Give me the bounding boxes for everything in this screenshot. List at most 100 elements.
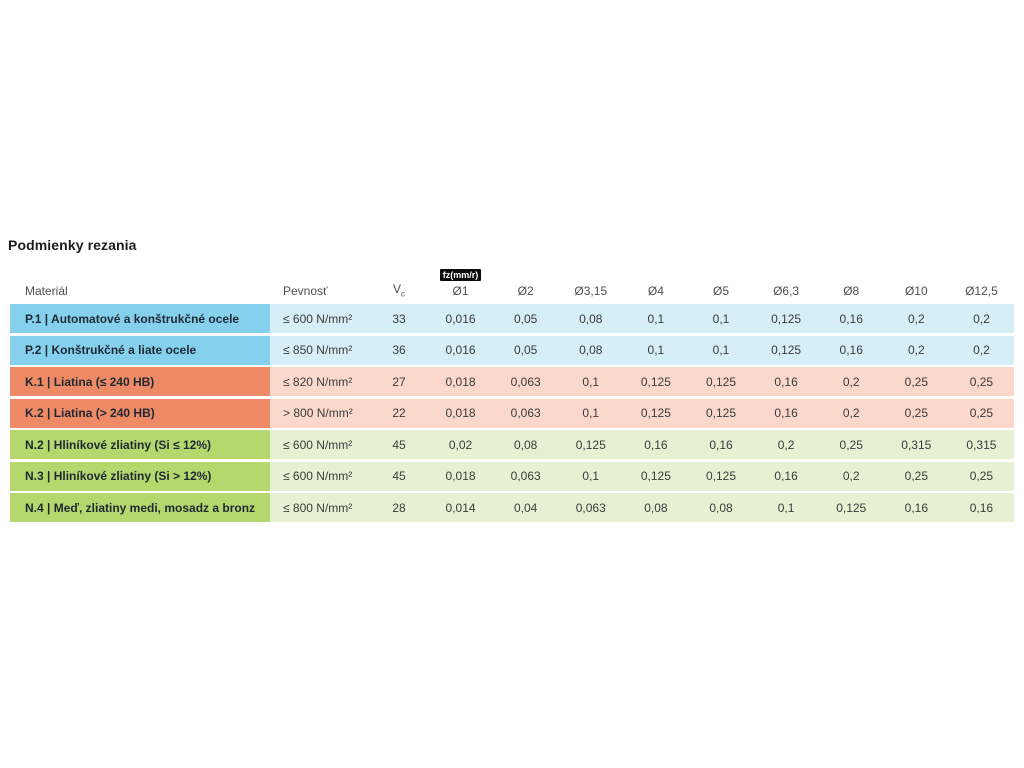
feed-value-cell: 0,016 [428,304,494,333]
diameter-label: Ø2 [517,284,534,298]
feed-value-cell: 0,16 [753,461,819,491]
feed-value-cell: 0,063 [493,398,559,428]
feed-value-cell: 0,125 [753,304,819,333]
cutting-speed-cell: 28 [370,493,428,522]
feed-value-cell: 0,125 [688,367,754,396]
diameter-label: Ø3,15 [574,284,608,298]
feed-value-cell: 0,2 [818,398,884,428]
feed-value-cell: 0,125 [623,367,689,396]
feed-value-cell: 0,1 [753,493,819,522]
feed-value-cell: 0,018 [428,461,494,491]
feed-value-cell: 0,063 [558,493,624,522]
material-cell: N.2 | Hliníkové zliatiny (Si ≤ 12%) [10,430,270,459]
column-header-diameter: Ø4 [623,284,688,304]
table-row: P.2 | Konštrukčné a liate ocele ≤ 850 N/m… [10,335,1014,365]
strength-cell: ≤ 600 N/mm² [270,430,370,459]
column-header-strength: Pevnosť [283,284,328,298]
feed-value-cell: 0,1 [623,335,689,365]
vc-symbol: V [392,281,401,296]
feed-value-cell: 0,16 [623,430,689,459]
feed-value-cell: 0,2 [753,430,819,459]
diameter-label: Ø5 [712,284,729,298]
column-header-diameter: fz(mm/r) Ø1 [428,267,493,304]
feed-value-cell: 0,08 [558,335,624,365]
feed-value-cell: 0,125 [688,461,754,491]
feed-value-cell: 0,25 [883,367,949,396]
table-row: P.1 | Automatové a konštrukčné ocele ≤ 60… [10,304,1014,333]
cutting-speed-cell: 27 [370,367,428,396]
feed-value-cell: 0,1 [558,461,624,491]
strength-cell: ≤ 600 N/mm² [270,304,370,333]
feed-value-cell: 0,16 [948,493,1014,522]
feed-value-cell: 0,08 [623,493,689,522]
material-cell: N.4 | Meď, zliatiny medi, mosadz a bronz [10,493,270,522]
feed-value-cell: 0,25 [948,398,1014,428]
feed-value-cell: 0,04 [493,493,559,522]
feed-value-cell: 0,315 [883,430,949,459]
feed-value-cell: 0,2 [883,304,949,333]
feed-value-cell: 0,2 [948,335,1014,365]
strength-cell: ≤ 850 N/mm² [270,335,370,365]
diameter-label: Ø12,5 [965,284,998,298]
column-header-material: Materiál [25,284,68,298]
material-cell: N.3 | Hliníkové zliatiny (Si > 12%) [10,461,270,491]
table-header-row: Materiál Pevnosť Vc fz(mm/r) Ø1 Ø2 Ø3,15 Ø4 Ø… [10,260,1014,304]
diameter-label: Ø1 [452,284,469,298]
feed-unit-badge: fz(mm/r) [439,269,482,281]
table-row: N.4 | Meď, zliatiny medi, mosadz a bronz… [10,493,1014,522]
cutting-speed-cell: 45 [370,430,428,459]
feed-value-cell: 0,014 [428,493,494,522]
feed-value-cell: 0,08 [558,304,624,333]
feed-value-cell: 0,2 [948,304,1014,333]
column-header-diameter: Ø5 [688,284,753,304]
strength-cell: ≤ 600 N/mm² [270,461,370,491]
table-row: K.1 | Liatina (≤ 240 HB) ≤ 820 N/mm² 27 0,0… [10,367,1014,396]
feed-value-cell: 0,1 [558,398,624,428]
diameter-label: Ø6,3 [773,284,800,298]
feed-value-cell: 0,05 [493,304,559,333]
feed-value-cell: 0,018 [428,398,494,428]
feed-value-cell: 0,16 [818,335,884,365]
cutting-speed-cell: 22 [370,398,428,428]
feed-value-cell: 0,125 [818,493,884,522]
feed-value-cell: 0,02 [428,430,494,459]
column-header-diameter: Ø12,5 [949,284,1014,304]
cutting-speed-cell: 33 [370,304,428,333]
diameter-label: Ø4 [647,284,664,298]
feed-value-cell: 0,2 [883,335,949,365]
feed-value-cell: 0,2 [818,461,884,491]
feed-value-cell: 0,063 [493,367,559,396]
column-header-diameter: Ø3,15 [558,284,623,304]
page-title: Podmienky rezania [8,237,137,253]
feed-value-cell: 0,08 [493,430,559,459]
feed-value-cell: 0,125 [688,398,754,428]
feed-value-cell: 0,1 [623,304,689,333]
feed-value-cell: 0,125 [623,398,689,428]
strength-cell: ≤ 800 N/mm² [270,493,370,522]
column-header-diameter: Ø10 [884,284,949,304]
diameter-label: Ø10 [904,284,928,298]
feed-value-cell: 0,125 [753,335,819,365]
material-cell: P.1 | Automatové a konštrukčné ocele [10,304,270,333]
feed-value-cell: 0,1 [688,304,754,333]
feed-value-cell: 0,2 [818,367,884,396]
feed-value-cell: 0,063 [493,461,559,491]
feed-value-cell: 0,25 [948,367,1014,396]
feed-value-cell: 0,25 [948,461,1014,491]
cutting-conditions-table: Materiál Pevnosť Vc fz(mm/r) Ø1 Ø2 Ø3,15 Ø4 Ø… [10,260,1014,525]
material-cell: K.1 | Liatina (≤ 240 HB) [10,367,270,396]
feed-value-cell: 0,16 [883,493,949,522]
strength-cell: ≤ 820 N/mm² [270,367,370,396]
feed-value-cell: 0,16 [753,367,819,396]
column-header-diameter: Ø8 [819,284,884,304]
feed-value-cell: 0,05 [493,335,559,365]
strength-cell: > 800 N/mm² [270,398,370,428]
feed-value-cell: 0,08 [688,493,754,522]
feed-value-cell: 0,16 [753,398,819,428]
feed-value-cell: 0,25 [818,430,884,459]
table-row: K.2 | Liatina (> 240 HB) > 800 N/mm² 22 0,0… [10,398,1014,428]
column-header-diameter: Ø6,3 [754,284,819,304]
feed-value-cell: 0,1 [688,335,754,365]
material-cell: K.2 | Liatina (> 240 HB) [10,398,270,428]
